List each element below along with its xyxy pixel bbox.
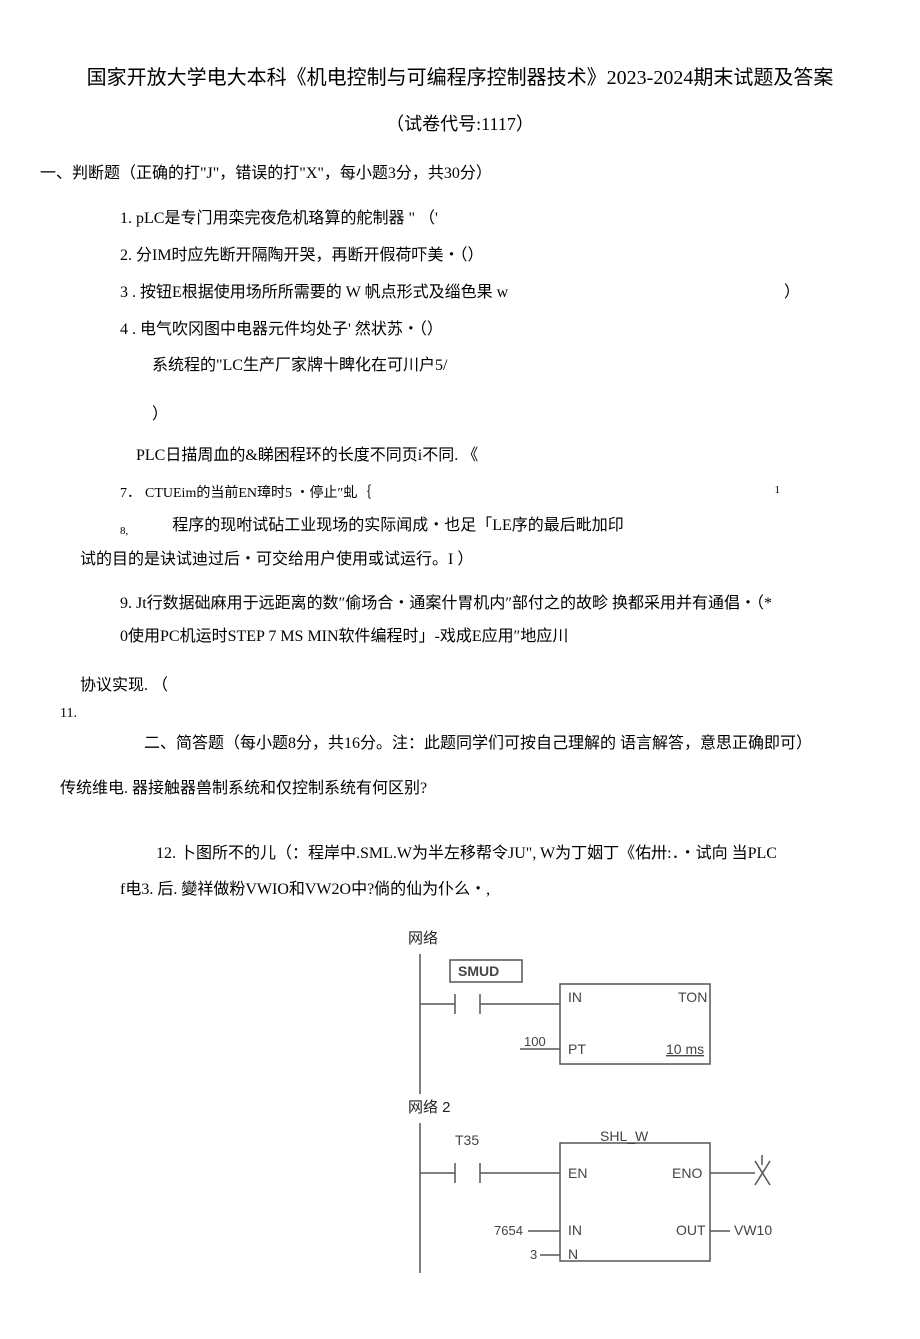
network-2-svg: T35 SHL_W EN ENO 7654 IN OUT VW10 3 N xyxy=(400,1123,800,1273)
traditional-question: 传统维电. 器接触器兽制系统和仅控制系统有何区别? xyxy=(60,775,840,804)
question-2: 2. 分IM时应先断开隔陶开哭，再断开假荷吓美・（） xyxy=(120,242,840,271)
question-3-text: 3 . 按钮E根据使用场所所需要的 W 帆点形式及缁色果 w xyxy=(120,284,508,301)
question-7-label: 7． xyxy=(120,486,141,501)
lone-paren: ） xyxy=(152,401,840,430)
ladder-diagram: 网络 SMUD IN TON 100 PT 10 ms 网络 2 xyxy=(400,925,780,1273)
question-9: 9. Jt行数据础麻用于远距离的数″偷场合・通案什胃机内″部付之的故畛 换都采用… xyxy=(120,590,840,619)
protocol-line: 协议实现. （ xyxy=(80,672,840,701)
shl-w-label: SHL_W xyxy=(600,1128,649,1144)
en-label: EN xyxy=(568,1165,587,1181)
question-7: 7． CTUEim的当前EN璋时5 ・停止″虬｛ 1 xyxy=(120,479,840,508)
t35-label: T35 xyxy=(455,1132,479,1148)
in-label: IN xyxy=(568,989,582,1005)
ton-label: TON xyxy=(678,989,707,1005)
question-8: 8, 程序的现咐试砧工业现场的实际闻成・也足「LE序的最后毗加印 xyxy=(120,512,840,542)
question-10: 0使用PC机运时STEP 7 MS MIN软件编程时」-戏成E应用″地应川 xyxy=(120,623,840,652)
vw10-label: VW10 xyxy=(734,1222,772,1238)
smud-label: SMUD xyxy=(458,963,499,979)
n-label: N xyxy=(568,1246,578,1262)
question-3-paren: ） xyxy=(784,279,800,308)
pt-val: 100 xyxy=(524,1034,546,1049)
network-2-label: 网络 2 xyxy=(408,1094,780,1121)
page-subtitle: （试卷代号:1117） xyxy=(40,108,840,140)
question-7-text: CTUEim的当前EN璋时5 ・停止″虬｛ xyxy=(145,486,371,501)
question-3: 3 . 按钮E根据使用场所所需要的 W 帆点形式及缁色果 w ） xyxy=(120,279,840,308)
question-11-num: 11. xyxy=(60,701,840,726)
question-12-b: f电3. 后. 變祥做粉VWIO和VW2O中?倘的仙为仆么・, xyxy=(120,876,840,905)
trial-line: 试的目的是诀试迪过后・可交给用户使用或试运行。I ） xyxy=(80,546,840,575)
network-1-svg: SMUD IN TON 100 PT 10 ms xyxy=(400,954,780,1094)
eno-label: ENO xyxy=(672,1165,702,1181)
question-4: 4 . 电气吹冈图中电器元件均处子' 然状苏・（） xyxy=(120,316,840,345)
section-1-heading: 一、判断题（正确的打"J"，错误的打"X"，每小题3分，共30分） xyxy=(40,160,840,189)
ten-ms-label: 10 ms xyxy=(666,1041,704,1057)
question-6: PLC日描周血的&睇困程环的长度不同页i不同. 《 xyxy=(136,442,840,471)
network-1-label: 网络 xyxy=(408,925,780,952)
n-val-label: 3 xyxy=(530,1247,537,1262)
question-12-a: 12. 卜图所不的儿（：程岸中.SML.W为半左移帮令JU", W为丁姻丁《佑卅… xyxy=(156,840,840,869)
in2-label: IN xyxy=(568,1222,582,1238)
section-2-heading: 二、简答题（每小题8分，共16分。注：此题同学们可按自己理解的 语言解答，意思正… xyxy=(144,730,840,759)
question-8-num: 8, xyxy=(120,525,128,537)
pt-label: PT xyxy=(568,1041,586,1057)
page-title: 国家开放大学电大本科《机电控制与可编程序控制器技术》2023-2024期末试题及… xyxy=(40,60,840,96)
question-1: 1. pLC是专门用栾完夜危机珞算的舵制器 " （' xyxy=(120,205,840,234)
question-8-text: 程序的现咐试砧工业现场的实际闻成・也足「LE序的最后毗加印 xyxy=(172,517,624,534)
question-4-sub: 系统程的"LC生产厂家牌十睥化在可川户5/ xyxy=(152,352,840,381)
in-val-label: 7654 xyxy=(494,1223,523,1238)
out-label: OUT xyxy=(676,1222,706,1238)
question-list: 1. pLC是专门用栾完夜危机珞算的舵制器 " （' 2. 分IM时应先断开隔陶… xyxy=(120,205,840,905)
question-7-sup: 1 xyxy=(775,481,781,501)
